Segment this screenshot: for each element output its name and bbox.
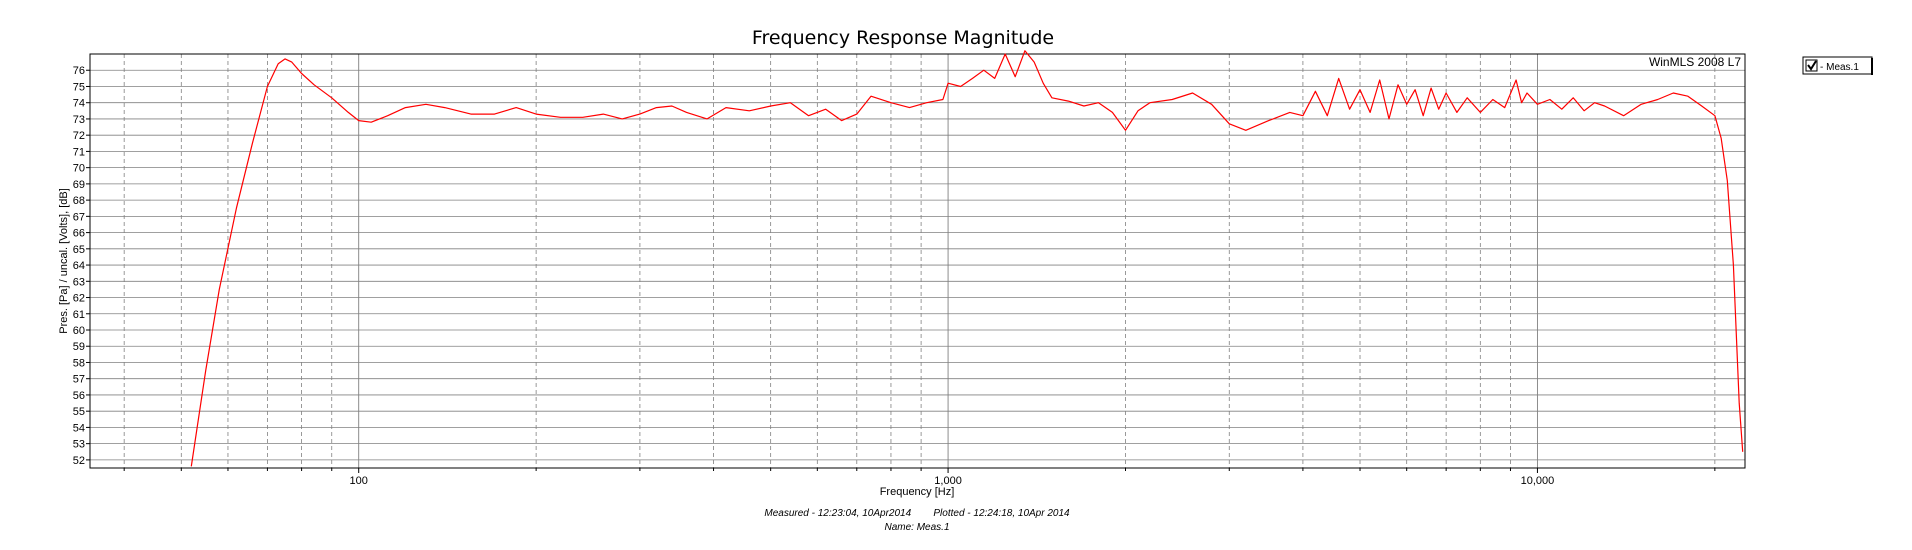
y-tick-label: 55	[73, 406, 85, 418]
measurement-timestamps: Measured - 12:23:04, 10Apr2014 Plotted -…	[764, 508, 1070, 519]
x-axis-ticks: 100 1,000 10,000	[123, 468, 1716, 487]
y-tick-label: 53	[73, 439, 85, 451]
x-tick-label: 10,000	[1521, 475, 1555, 487]
watermark-label: WinMLS 2008 L7	[1649, 55, 1741, 69]
x-tick-label: 1,000	[934, 475, 962, 487]
y-tick-label: 60	[73, 325, 85, 337]
y-tick-label: 72	[73, 130, 85, 142]
y-tick-label: 66	[73, 228, 85, 240]
y-tick-label: 63	[73, 276, 85, 288]
y-tick-label: 58	[73, 357, 85, 369]
y-tick-label: 69	[73, 179, 85, 191]
y-tick-label: 70	[73, 163, 85, 175]
series-layer	[190, 50, 1744, 467]
y-tick-label: 62	[73, 293, 85, 305]
y-axis-ticks: 52 53 54 55 56 57 58 59 60 61 62 63 64 65 66 67 68 69 70 71…	[73, 65, 90, 467]
checkmark-icon	[1807, 60, 1817, 71]
y-tick-label: 54	[73, 422, 85, 434]
y-tick-label: 75	[73, 81, 85, 93]
y-tick-label: 56	[73, 390, 85, 402]
x-tick-label: 100	[350, 475, 368, 487]
grid	[90, 54, 1745, 468]
y-tick-label: 61	[73, 309, 85, 321]
y-tick-label: 71	[73, 146, 85, 158]
checkbox-icon[interactable]	[1805, 59, 1818, 72]
chart-title: Frequency Response Magnitude	[752, 27, 1054, 49]
y-tick-label: 74	[73, 98, 85, 110]
y-tick-label: 52	[73, 455, 85, 467]
legend-entry-meas1[interactable]: - Meas.1	[1820, 62, 1859, 73]
y-tick-label: 68	[73, 195, 85, 207]
series-line-meas-1	[190, 50, 1744, 467]
measurement-name: Name: Meas.1	[884, 522, 949, 533]
y-tick-label: 73	[73, 114, 85, 126]
y-axis-label: Pres. [Pa] / uncal. [Volts], [dB]	[58, 188, 70, 334]
y-tick-label: 64	[73, 260, 85, 272]
plot-frame	[89, 53, 1746, 469]
legend: - Meas.1	[1802, 56, 1873, 75]
y-tick-label: 65	[73, 244, 85, 256]
x-axis-label: Frequency [Hz]	[880, 486, 955, 498]
y-tick-label: 76	[73, 65, 85, 77]
y-tick-label: 57	[73, 374, 85, 386]
y-tick-label: 59	[73, 341, 85, 353]
y-tick-label: 67	[73, 211, 85, 223]
legend-shadow	[1871, 58, 1873, 75]
legend-checkbox[interactable]	[1805, 59, 1818, 72]
